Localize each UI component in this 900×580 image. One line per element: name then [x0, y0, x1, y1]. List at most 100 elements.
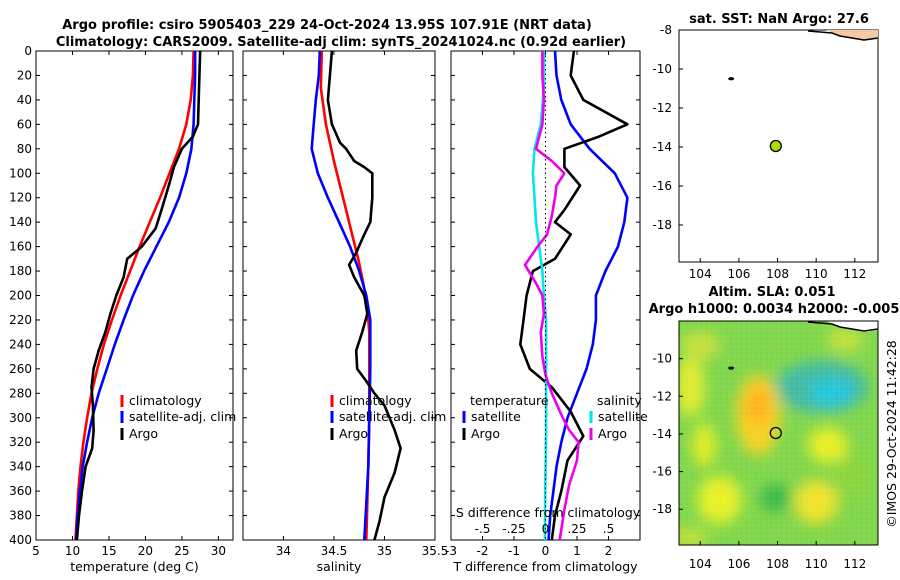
heatmap-blob — [827, 327, 864, 352]
legend-argo-label: Argo — [129, 426, 158, 441]
y-tick-label: -10 — [652, 352, 672, 366]
legend-satellite-label: satellite-adj. clim — [339, 409, 446, 424]
x-tick-label: 34.5 — [321, 544, 348, 558]
x-tick-label: 0 — [542, 544, 550, 558]
series-line — [74, 50, 195, 541]
legend-argo-label: Argo — [339, 426, 368, 441]
y-tick-label: -12 — [652, 101, 672, 115]
argo-position-marker — [769, 139, 782, 153]
y-tick-label: 120 — [9, 191, 32, 205]
legend-temperature-title: temperature — [470, 393, 549, 408]
x-tick-label: 2 — [605, 544, 613, 558]
x-tick-label: 110 — [805, 557, 828, 571]
y-tick-label: 340 — [9, 460, 32, 474]
legend-climatology-label: climatology — [339, 393, 412, 408]
y-tick-label: -12 — [652, 389, 672, 403]
plot-frame — [242, 50, 436, 541]
salinity-tick-label: .25 — [567, 522, 586, 536]
y-tick-label: -16 — [652, 465, 672, 479]
sla-map-panel: 104 106 108 110 112 -10 -12 -14 -16 -18 — [652, 320, 879, 571]
y-tick-label: -18 — [652, 502, 672, 516]
heatmap-blob — [809, 378, 854, 407]
heatmap-blob — [794, 479, 839, 524]
x-tick-label: 20 — [138, 544, 153, 558]
series-line — [523, 51, 580, 541]
coastline — [807, 321, 878, 332]
imos-footer: ©IMOS 29-Oct-2024 11:42:28 — [884, 340, 899, 528]
map2-title-line-2: Argo h1000: 0.0034 h2000: -0.005 — [649, 302, 900, 317]
x-tick-label: -2 — [477, 544, 489, 558]
y-tick-label: -14 — [652, 140, 672, 154]
y-tick-label: 320 — [9, 435, 32, 449]
s-difference-label: S difference from climatology — [456, 505, 641, 520]
heatmap-blobs — [679, 327, 873, 545]
heatmap-blob — [692, 423, 717, 468]
x-tick-label: 1 — [573, 544, 581, 558]
y-tick-label: 220 — [9, 313, 32, 327]
x-tick-label: -3 — [445, 544, 457, 558]
salinity-tick-label: -.25 — [502, 522, 525, 536]
y-tick-label: 20 — [17, 68, 32, 82]
y-tick-label: 360 — [9, 484, 32, 498]
y-tick-label: 140 — [9, 215, 32, 229]
x-tick-label: 34 — [276, 544, 291, 558]
plot-frame — [35, 50, 234, 541]
y-tick-label: 40 — [17, 93, 32, 107]
y-tick-label: 200 — [9, 289, 32, 303]
y-tick-label: -18 — [652, 218, 672, 232]
y-tick-label: 160 — [9, 240, 32, 254]
x-tick-label: 112 — [843, 557, 866, 571]
heatmap-blob — [697, 475, 742, 524]
x-tick-label: 110 — [805, 267, 828, 281]
y-tick-label: 280 — [9, 386, 32, 400]
x-tick-label: 5 — [32, 544, 40, 558]
salinity-panel: 34 34.5 35 35.5 salinity — [242, 50, 449, 574]
y-tick-label: 240 — [9, 337, 32, 351]
y-tick-label: 180 — [9, 264, 32, 278]
temperature-legend: climatology satellite-adj. clim Argo — [120, 393, 236, 441]
heatmap-blob — [680, 331, 721, 360]
legend-temp-satellite-label: satellite — [471, 409, 521, 424]
x-tick-label: -1 — [508, 544, 520, 558]
sst-map-panel: 104 106 108 110 112 -8 -10 -12 -14 -16 -18 — [652, 23, 879, 281]
salinity-tick-label: -.5 — [475, 522, 491, 536]
y-tick-label: -16 — [652, 179, 672, 193]
title-line-2: Climatology: CARS2009. Satellite-adj cli… — [56, 35, 626, 50]
legend-satellite-label: satellite-adj. clim — [129, 409, 236, 424]
salinity-tick-label: .5 — [603, 522, 614, 536]
x-tick-label: 15 — [101, 544, 116, 558]
heatmap-blob — [759, 483, 792, 512]
heatmap-blob — [746, 385, 771, 426]
map2-title-line-1: Altim. SLA: 0.051 — [709, 285, 836, 300]
x-tick-label: 30 — [211, 544, 226, 558]
y-tick-label: 300 — [9, 411, 32, 425]
x-tick-label: 10 — [65, 544, 80, 558]
heatmap-field — [679, 321, 878, 545]
x-axis-label: salinity — [317, 559, 362, 574]
x-tick-label: 106 — [727, 557, 750, 571]
x-tick-label: 25 — [174, 544, 189, 558]
heatmap-blob — [679, 356, 705, 417]
x-tick-label: 108 — [766, 557, 789, 571]
series-line — [310, 50, 372, 541]
map1-title: sat. SST: NaN Argo: 27.6 — [689, 12, 869, 27]
y-tick-label: 80 — [17, 142, 32, 156]
temperature-panel: 5 10 15 20 25 3002040608010012014016018020022… — [9, 44, 234, 574]
x-tick-label: 35.5 — [422, 544, 449, 558]
heatmap-blob — [836, 453, 873, 498]
difference-legend: temperature satellite Argo salinity sate… — [462, 393, 648, 441]
y-tick-label: -14 — [652, 427, 672, 441]
island-marker — [728, 77, 735, 81]
land-patch — [826, 321, 878, 332]
title-line-1: Argo profile: csiro 5905403_229 24-Oct-2… — [62, 18, 592, 33]
map-frame — [678, 320, 879, 546]
series-line — [74, 51, 197, 541]
y-tick-label: -10 — [652, 62, 672, 76]
legend-temp-argo-label: Argo — [471, 426, 500, 441]
y-tick-label: 260 — [9, 362, 32, 376]
salinity-legend: climatology satellite-adj. clim Argo — [330, 393, 446, 441]
x-tick-label: 35 — [377, 544, 392, 558]
difference-panel: -3 -2 -1 0 1 2T difference from climatology -.… — [445, 50, 641, 574]
series-line — [547, 50, 629, 541]
